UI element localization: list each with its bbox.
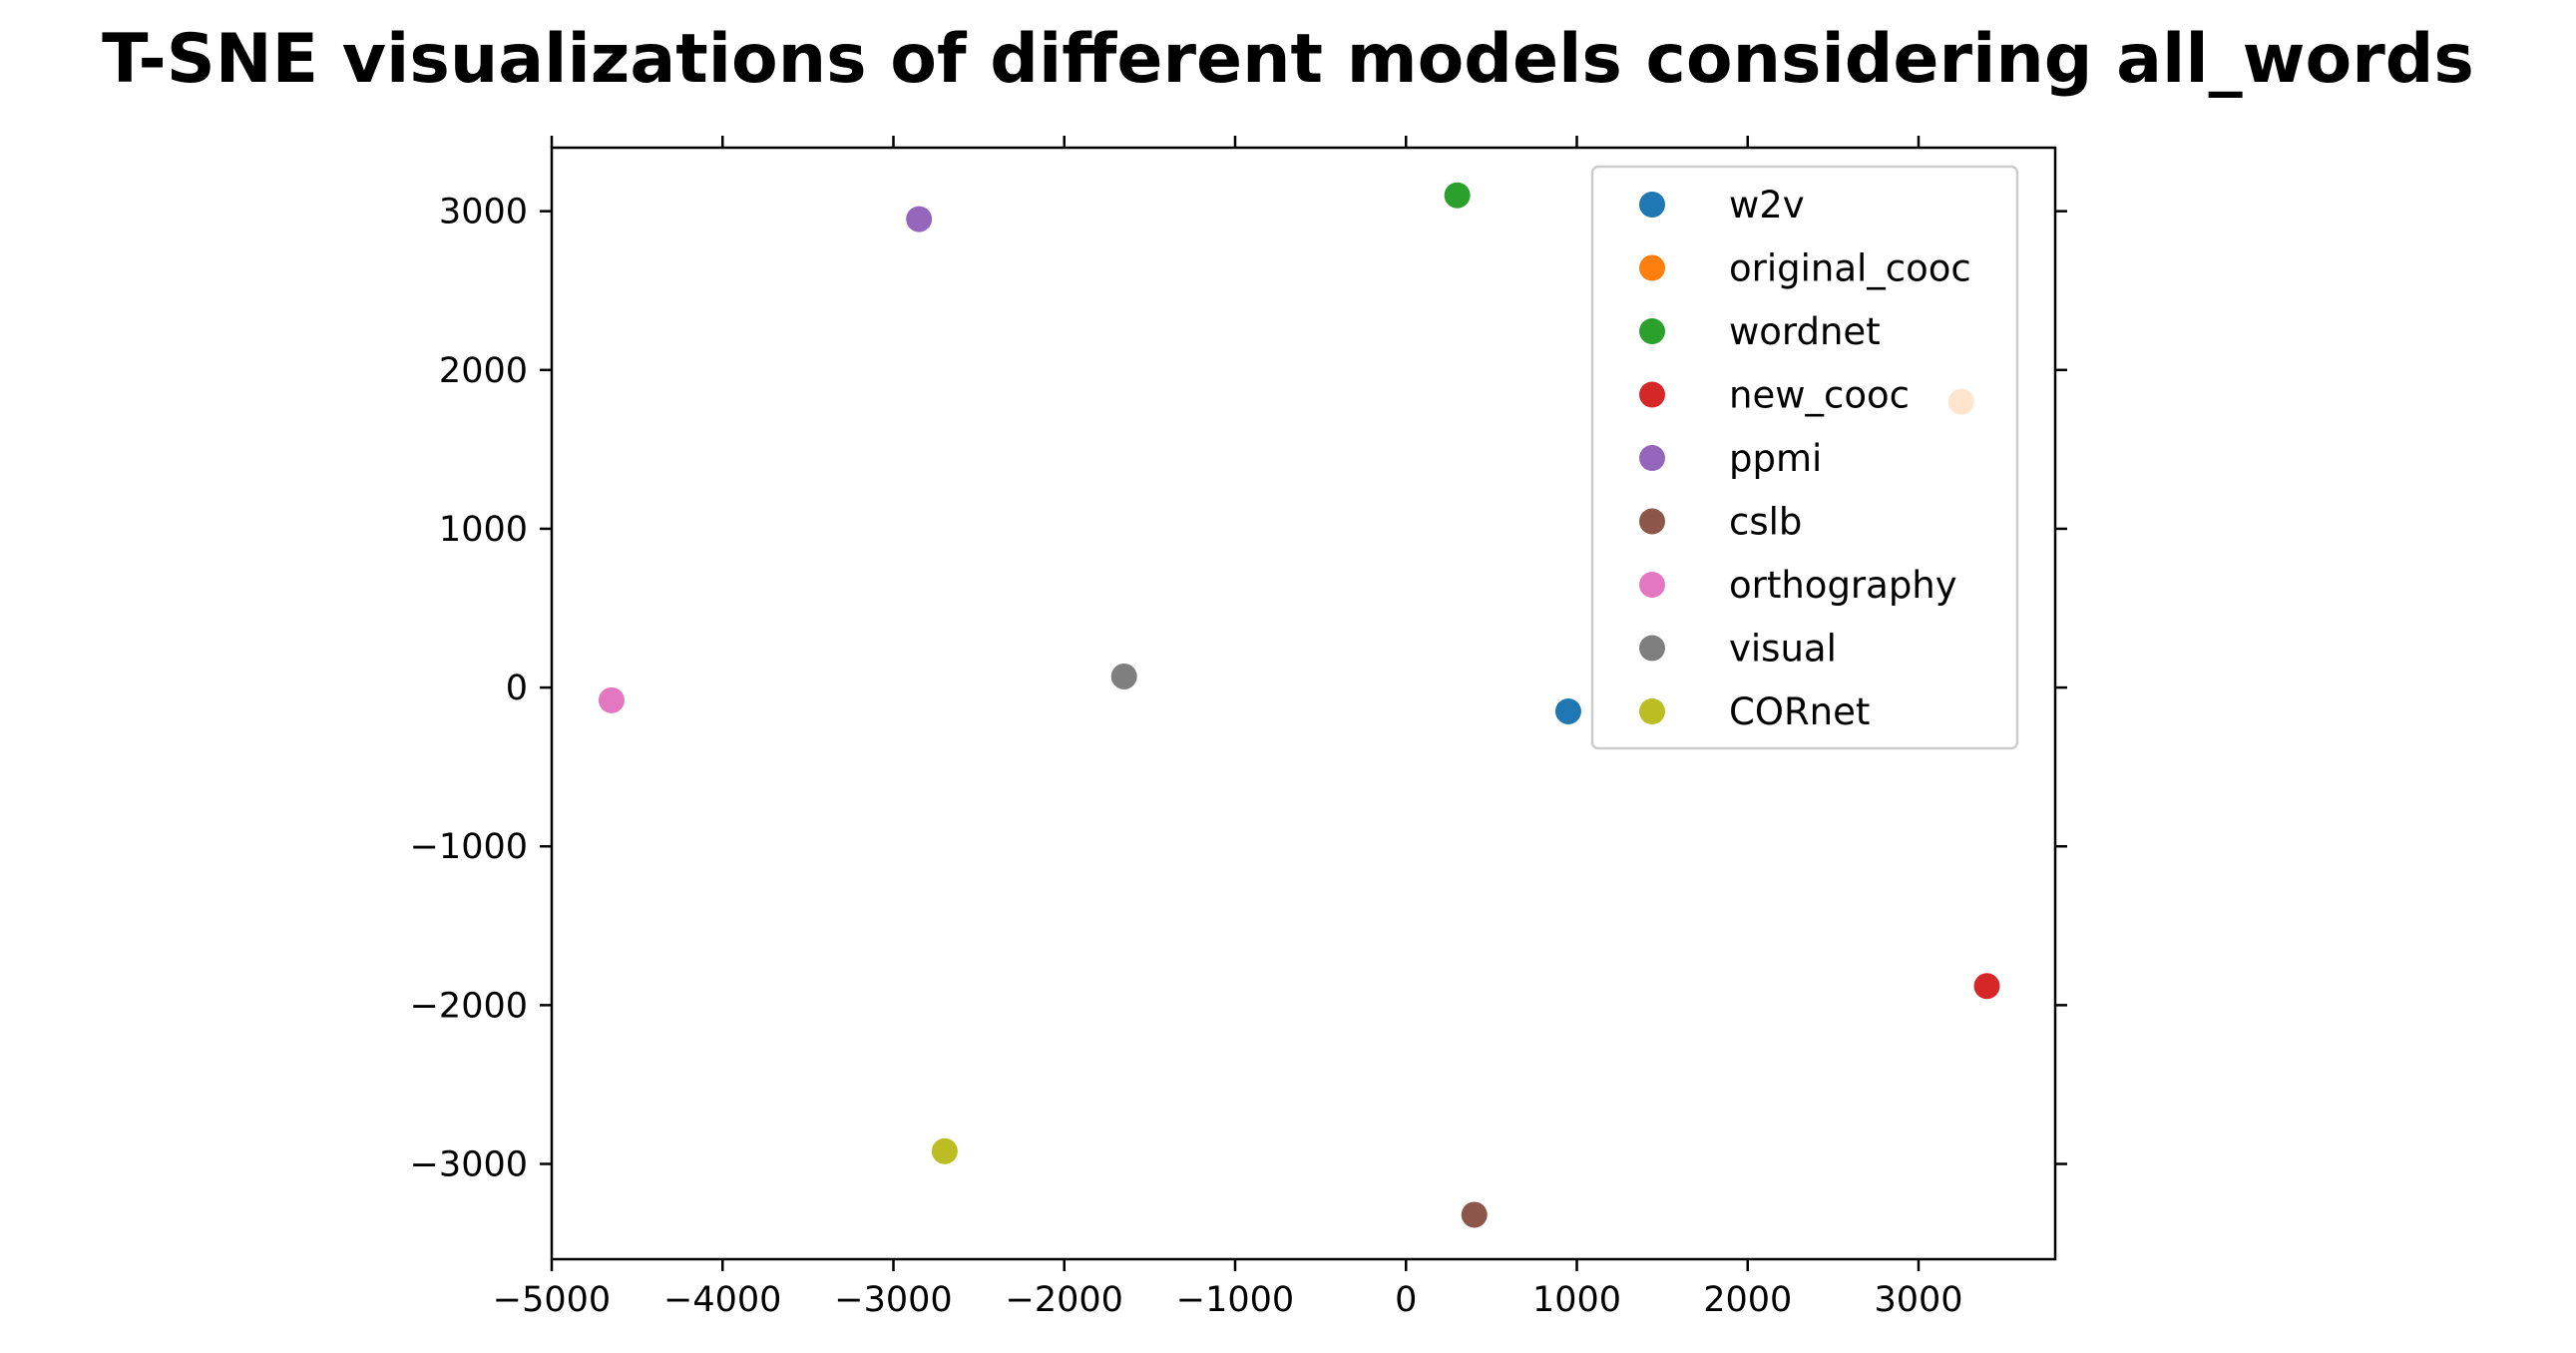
axis-ticks: −5000 −4000 −3000 −2000 −1000 0 1000 2000 3000 30… [410,136,2067,1320]
x-tick-label: −4000 [663,1280,781,1320]
legend-marker-cornet [1639,698,1665,724]
legend-box [1590,165,2019,750]
data-point-orthography [598,686,625,713]
data-point-cornet [931,1137,958,1164]
y-tick-label: 1000 [439,510,528,550]
data-point-w2v [1554,697,1581,724]
y-tick-label: −2000 [410,986,528,1026]
x-tick-label: 0 [1395,1280,1417,1320]
legend-label-visual: visual [1729,628,1837,671]
legend-label-wordnet: wordnet [1729,310,1881,353]
y-tick-label: −3000 [410,1145,528,1185]
legend-marker-ppmi [1639,445,1665,471]
x-tick-label: −3000 [834,1280,952,1320]
data-point-new-cooc [1973,973,2000,1000]
data-point-visual [1110,663,1137,689]
plot-area-frame [550,146,2057,1261]
legend-label-w2v: w2v [1729,184,1805,226]
legend-label-cornet: CORnet [1729,690,1870,733]
legend-label-cslb: cslb [1729,501,1802,544]
y-tick-label: 3000 [439,193,528,232]
legend-marker-original-cooc [1639,254,1665,281]
y-tick-label: 0 [506,669,528,708]
legend-marker-new-cooc [1639,381,1665,408]
data-point-ppmi [906,206,933,232]
chart-title: T-SNE visualizations of different models… [102,20,2474,99]
x-tick-label: 1000 [1532,1280,1621,1320]
legend-marker-visual [1639,635,1665,662]
data-point-cslb [1461,1201,1488,1228]
data-point-wordnet [1444,182,1471,209]
x-tick-label: −2000 [1006,1280,1123,1320]
legend-label-original-cooc: original_cooc [1729,247,1971,290]
y-tick-label: 2000 [439,351,528,391]
y-tick-label: −1000 [410,827,528,867]
x-tick-label: −1000 [1176,1280,1294,1320]
legend-label-ppmi: ppmi [1729,437,1822,480]
x-tick-label: 2000 [1703,1280,1792,1320]
x-tick-label: −5000 [493,1280,611,1320]
legend-marker-cslb [1639,508,1665,535]
legend-marker-wordnet [1639,318,1665,344]
x-tick-label: 3000 [1874,1280,1962,1320]
legend-marker-orthography [1639,572,1665,598]
legend-label-orthography: orthography [1729,564,1957,607]
legend-label-new-cooc: new_cooc [1729,374,1910,417]
legend-marker-w2v [1639,192,1665,218]
